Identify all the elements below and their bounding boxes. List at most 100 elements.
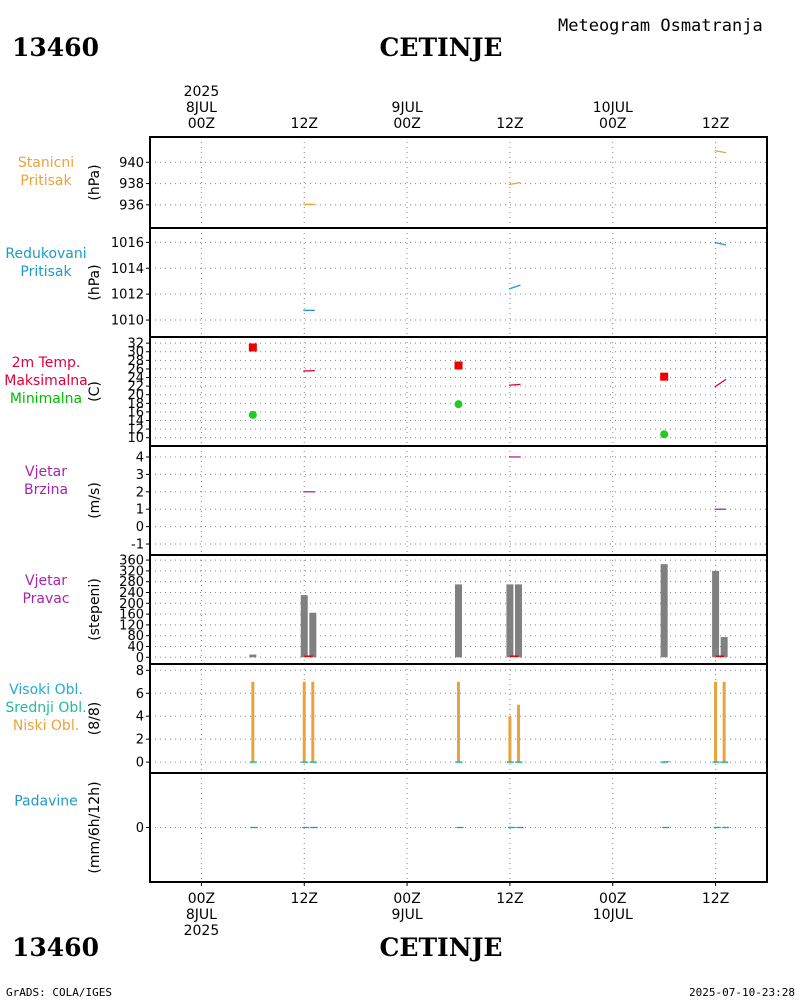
clouds-ytick-label-3: 6 [136,687,144,702]
wind_direction-label-1: Pravac [22,591,69,607]
temperature-ytick-label-7: 24 [127,371,144,386]
wind_direction-bar-7 [712,570,720,658]
wind_direction-ytick-label-6: 240 [119,586,144,601]
bottom-tick-label-4-0: 00Z [599,891,626,907]
temperature-ytick-label-5: 20 [127,388,144,403]
wind_speed-ytick-label-1: 0 [136,520,144,535]
panel-reduced_pressure: 1010 1012 1014 1016 (hPa)Redukovani Pritisak [5,227,768,338]
top-tick-label-4-0: 10JUL [593,100,633,116]
wind_direction-bar-2 [309,612,317,658]
max-temp-marker-0 [248,343,257,352]
reduced_pressure-segment-2 [714,241,727,246]
clouds-bar-2 [311,681,315,763]
wind_speed-ytick-label-0: -1 [131,538,144,553]
min-temp-marker-2 [660,430,669,439]
panel-station_pressure: 936 938 940 (hPa) Stanicni Pritisak [18,136,768,229]
clouds-label-1: Srednji Obl. [5,700,86,716]
bottom-tick-label-1-0: 12Z [291,891,318,907]
top-tick-label-0-2: 00Z [188,116,215,132]
wind_direction-bar-5 [514,584,522,658]
reduced_pressure-ytick-label-2: 1014 [111,262,144,277]
clouds-bar-4 [508,716,512,763]
clouds-ytick-label-0: 0 [136,756,144,771]
station_pressure-segment-1 [508,181,521,186]
top-tick-label-2-0: 9JUL [392,100,423,116]
wind_direction-ytick-label-8: 320 [119,564,144,579]
min-temp-marker-0 [248,410,257,419]
station_pressure-ytick-label-1: 938 [119,177,144,192]
reduced_pressure-unit-label: (hPa) [87,264,103,300]
clouds-unit-label: (8/8) [87,702,103,735]
precipitation-label-0: Padavine [14,794,78,810]
wind_direction-bar-4 [506,584,514,658]
station_pressure-label-0: Stanicni [18,155,74,171]
station_pressure-segment-2 [714,149,727,154]
station-id-bottom: 13460 [12,933,99,962]
wind_speed-label-0: Vjetar [25,464,67,480]
top-tick-label-5-0: 12Z [702,116,729,132]
reduced_pressure-label-0: Redukovani [5,246,86,262]
precipitation-ytick-label-0: 0 [136,821,144,836]
wind_direction-ytick-label-3: 120 [119,618,144,633]
station_pressure-unit-label: (hPa) [87,164,103,200]
wind_direction-ytick-label-9: 360 [119,554,144,569]
footer-timestamp: 2025-07-10-23:28 [689,986,795,999]
wind_speed-ytick-label-4: 3 [136,468,144,483]
precipitation-unit-label: (mm/6h/12h) [87,781,103,873]
temperature-segment-1 [508,383,521,386]
bottom-tick-label-5-0: 12Z [702,891,729,907]
footer-credit: GrADS: COLA/IGES [6,986,112,999]
panel-precipitation: 0 (mm/6h/12h) Padavine [14,772,768,883]
chart-panels: 936938940(hPa)StanicniPritisak1010101210… [4,136,768,883]
wind_speed-label-1: Brzina [24,482,68,498]
clouds-ytick-label-2: 4 [136,710,144,725]
clouds-bar-7 [714,681,718,763]
station-name-bottom: CETINJE [380,933,503,962]
temperature-ytick-label-0: 10 [127,431,144,446]
wind_direction-bar-6 [660,564,668,658]
reduced_pressure-frame [149,227,768,338]
wind_direction-bar-0 [249,654,257,658]
reduced_pressure-segment-1 [508,284,521,290]
chart-title: Meteogram Osmatranja [558,16,763,36]
temperature-ytick-label-6: 22 [127,380,144,395]
clouds-label-0: Visoki Obl. [9,682,83,698]
clouds-bar-5 [516,704,520,763]
top-tick-label-3-0: 12Z [496,116,523,132]
station_pressure-ytick-label-2: 940 [119,156,144,171]
reduced_pressure-label-1: Pritisak [20,264,72,280]
wind_direction-ytick-label-1: 40 [127,640,144,655]
bottom-tick-label-2-1: 9JUL [392,907,423,923]
wind_direction-bar-3 [455,584,462,658]
wind_direction-ytick-label-4: 160 [119,608,144,623]
wind_speed-ytick-label-5: 4 [136,450,144,465]
clouds-bar-0 [251,681,255,763]
bottom-tick-label-4-1: 10JUL [593,907,633,923]
top-tick-label-0-1: 8JUL [186,100,217,116]
wind_speed-ytick-label-3: 2 [136,485,144,500]
clouds-ytick-label-1: 2 [136,733,144,748]
bottom-tick-label-0-2: 2025 [184,923,220,939]
temperature-label-0: 2m Temp. [12,355,81,371]
temperature-label-2: Minimalna [10,391,82,407]
wind_direction-ytick-label-5: 200 [119,597,144,612]
temperature-ytick-label-3: 16 [127,405,144,420]
temperature-frame [149,336,768,447]
wind_direction-bar-8 [720,637,728,658]
station-name-top: CETINJE [380,33,503,62]
clouds-bar-8 [722,681,726,763]
wind_speed-ytick-label-2: 1 [136,503,144,518]
wind_direction-label-0: Vjetar [25,573,67,589]
temperature-ytick-label-4: 18 [127,397,144,412]
station-id-top: 13460 [12,33,99,62]
clouds-label-2: Niski Obl. [13,718,79,734]
panel-wind_speed: -1 0 1 2 3 4 (m/s) Vjetar Brzina [24,445,768,556]
min-temp-marker-1 [454,400,463,409]
precipitation-frame [149,772,768,883]
clouds-bar-1 [302,681,306,763]
